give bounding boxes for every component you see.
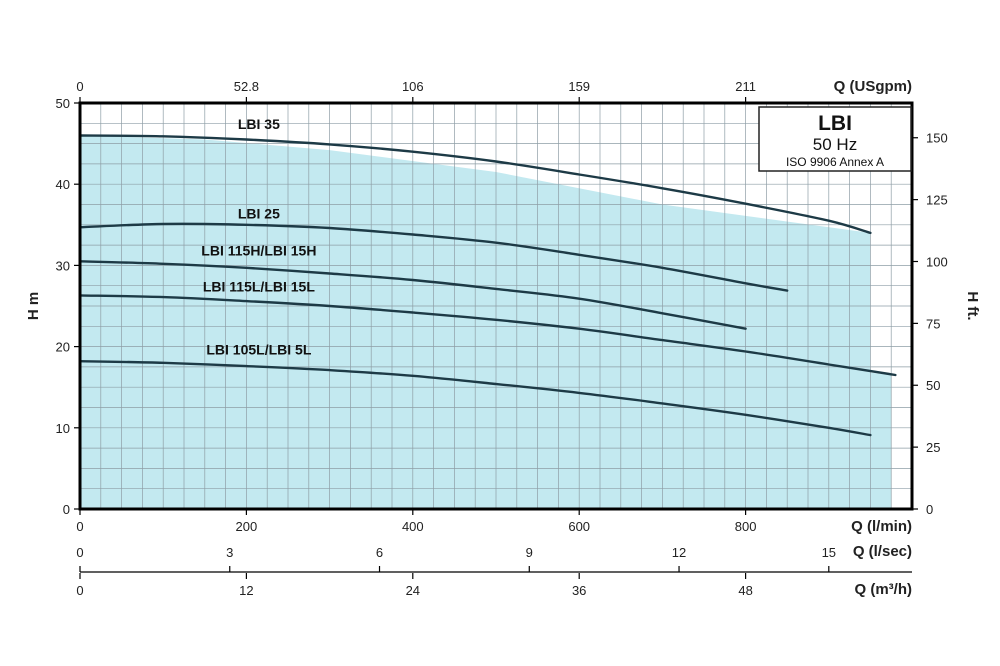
x-lsec-tick-label: 12 [672,545,686,560]
x-m3h-tick-label: 0 [76,583,83,598]
x-top-tick-label: 159 [568,79,590,94]
y-right-tick-label: 150 [926,131,948,146]
curve-label: LBI 115H/LBI 15H [201,243,316,259]
x-lsec-tick-label: 15 [822,545,836,560]
y-right-tick-label: 100 [926,254,948,269]
legend-box: LBI 50 Hz ISO 9906 Annex A [758,106,912,172]
chart-subtitle: 50 Hz [813,135,857,154]
x-lsec-axis-title: Q (l/sec) [853,543,912,560]
x-top-tick-label: 211 [735,79,756,94]
x-m3h-tick-label: 36 [572,583,586,598]
curve-label: LBI 25 [238,205,280,221]
series-line-0 [78,134,872,235]
x-m3h-tick-label: 12 [239,583,253,598]
y-left-tick-label: 50 [56,96,70,111]
curve-label: LBI 115L/LBI 15L [203,278,315,294]
curve-layer: LBI 35 LBI 25 LBI 115H/LBI 15H LBI 115L/LBI… [78,116,897,437]
x-m3h-tick-label: 48 [738,583,752,598]
legend-frame [758,106,912,172]
x-lmin-tick-label: 200 [236,519,258,534]
operating-area-layer [80,135,892,509]
x-top-tick-label: 0 [76,79,83,94]
series-line-3 [78,294,897,377]
y-right-tick-label: 25 [926,440,940,455]
y-left-tick-label: 40 [56,177,70,192]
y-right-tick-label: 50 [926,378,940,393]
x-lmin-tick-label: 800 [735,519,757,534]
x-lsec-tick-label: 9 [526,545,533,560]
x-lmin-axis-title: Q (l/min) [851,518,912,535]
x-lmin-tick-label: 0 [76,519,83,534]
series-line-4 [78,360,872,437]
x-lmin-tick-label: 600 [568,519,590,534]
curve-label: LBI 105L/LBI 5L [206,342,311,358]
x-lsec-tick-label: 3 [226,545,233,560]
x-lsec-tick-label: 6 [376,545,383,560]
x-top-axis-title: Q (USgpm) [834,78,912,95]
y-right-tick-label: 0 [926,502,933,517]
operating-area [80,135,892,509]
x-lsec-tick-label: 0 [76,545,83,560]
curve-label: LBI 35 [238,116,280,132]
y-left-tick-label: 10 [56,421,70,436]
plot-frame [78,101,914,511]
frame-layer [78,101,914,511]
chart-title: LBI [818,112,852,135]
y-left-axis-title: H m [25,292,42,320]
series-line-1 [78,222,789,292]
x-top-tick-label: 106 [402,79,424,94]
y-left-tick-label: 0 [63,502,70,517]
y-right-tick-label: 125 [926,193,948,208]
x-m3h-tick-label: 24 [406,583,420,598]
chart-note: ISO 9906 Annex A [786,155,884,169]
series-line-2 [78,260,747,330]
x-m3h-axis-title: Q (m³/h) [855,581,913,598]
y-right-tick-label: 75 [926,316,940,331]
x-top-tick-label: 52.8 [234,79,259,94]
y-left-tick-label: 30 [56,258,70,273]
y-right-axis-title: H ft. [964,291,981,320]
x-lmin-tick-label: 400 [402,519,424,534]
y-left-tick-label: 20 [56,340,70,355]
